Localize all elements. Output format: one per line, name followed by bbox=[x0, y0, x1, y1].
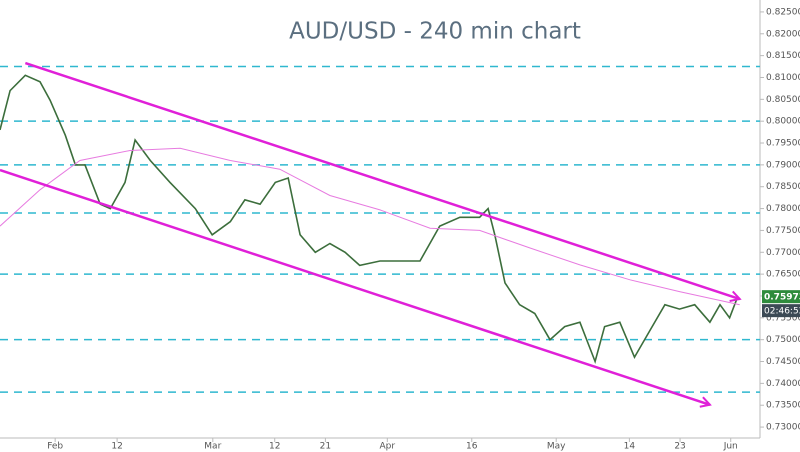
y-tick-label: 0.76500 bbox=[766, 270, 800, 280]
x-tick-label: Jun bbox=[723, 442, 738, 452]
y-tick-label: 0.74500 bbox=[766, 357, 800, 367]
y-tick-label: 0.75000 bbox=[766, 335, 800, 345]
x-tick-label: 21 bbox=[320, 442, 331, 452]
x-tick-label: 14 bbox=[624, 442, 636, 452]
price-badge bbox=[762, 290, 800, 304]
y-tick-label: 0.78000 bbox=[766, 204, 800, 214]
y-tick-label: 0.73000 bbox=[766, 423, 800, 433]
y-tick-label: 0.75500 bbox=[766, 313, 800, 323]
countdown-label: 02:46:52 bbox=[764, 307, 800, 317]
price-line bbox=[0, 74, 739, 365]
x-tick-label: May bbox=[547, 442, 566, 452]
trend-line bbox=[24, 61, 739, 299]
x-tick-label: 16 bbox=[466, 442, 478, 452]
y-tick-label: 0.74000 bbox=[766, 379, 800, 389]
y-tick-label: 0.81000 bbox=[766, 73, 800, 83]
y-tick-label: 0.80500 bbox=[766, 95, 800, 105]
price-label: 0.75973 bbox=[764, 293, 800, 303]
y-tick-label: 0.79000 bbox=[766, 160, 800, 170]
x-tick-label: Mar bbox=[204, 442, 221, 452]
chart-title: AUD/USD - 240 min chart bbox=[289, 19, 581, 45]
x-tick-label: Apr bbox=[380, 442, 396, 452]
y-tick-label: 0.80000 bbox=[766, 117, 800, 127]
y-tick-label: 0.78500 bbox=[766, 182, 800, 192]
y-tick-label: 0.77500 bbox=[766, 226, 800, 236]
y-tick-label: 0.73500 bbox=[766, 401, 800, 411]
price-line bbox=[0, 147, 740, 306]
y-tick-label: 0.79500 bbox=[766, 139, 800, 149]
y-tick-label: 0.81500 bbox=[766, 51, 800, 61]
countdown-badge bbox=[762, 304, 800, 318]
trend-line bbox=[0, 168, 710, 405]
y-tick-label: 0.82000 bbox=[766, 29, 800, 39]
y-tick-label: 0.77000 bbox=[766, 248, 800, 258]
x-tick-label: 23 bbox=[674, 442, 685, 452]
x-tick-label: 12 bbox=[269, 442, 280, 452]
x-tick-label: 12 bbox=[111, 442, 122, 452]
x-tick-label: Feb bbox=[47, 442, 63, 452]
y-tick-label: 0.82500 bbox=[766, 7, 800, 17]
